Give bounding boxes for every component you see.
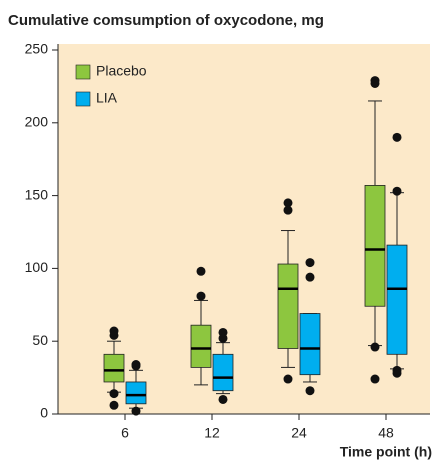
outlier — [305, 386, 315, 396]
y-tick-label: 250 — [25, 41, 49, 57]
box — [103, 353, 125, 383]
outlier — [305, 272, 315, 282]
outlier — [392, 132, 402, 142]
box — [125, 381, 147, 405]
outlier — [392, 186, 402, 196]
outlier — [196, 266, 206, 276]
outlier — [392, 368, 402, 378]
outlier — [218, 333, 228, 343]
x-axis-label: Time point (h) — [340, 444, 432, 460]
y-tick-label: 150 — [25, 186, 49, 202]
outlier — [196, 291, 206, 301]
box — [386, 244, 408, 355]
y-tick-label: 100 — [25, 259, 49, 275]
legend-label: Placebo — [96, 63, 147, 79]
legend-swatch — [75, 64, 91, 80]
box — [364, 185, 386, 307]
box — [277, 263, 299, 349]
outlier — [283, 374, 293, 384]
x-tick-label: 12 — [204, 425, 220, 441]
x-tick-label: 48 — [378, 425, 394, 441]
outlier — [370, 374, 380, 384]
outlier — [283, 198, 293, 208]
outlier — [131, 406, 141, 416]
y-tick-label: 200 — [25, 114, 49, 130]
y-tick-label: 0 — [40, 405, 48, 421]
chart-title: Cumulative comsumption of oxycodone, mg — [8, 12, 324, 29]
outlier — [109, 389, 119, 399]
outlier — [370, 78, 380, 88]
x-tick-label: 24 — [291, 425, 307, 441]
outlier — [218, 394, 228, 404]
outlier — [109, 400, 119, 410]
box — [299, 313, 321, 376]
outlier — [131, 361, 141, 371]
box — [212, 353, 234, 392]
outlier — [283, 205, 293, 215]
x-tick-label: 6 — [121, 425, 129, 441]
y-tick-label: 50 — [32, 332, 48, 348]
legend-label: LIA — [96, 90, 118, 106]
legend-swatch — [75, 91, 91, 107]
outlier — [370, 342, 380, 352]
outlier — [305, 258, 315, 268]
outlier — [109, 330, 119, 340]
box — [190, 324, 212, 368]
